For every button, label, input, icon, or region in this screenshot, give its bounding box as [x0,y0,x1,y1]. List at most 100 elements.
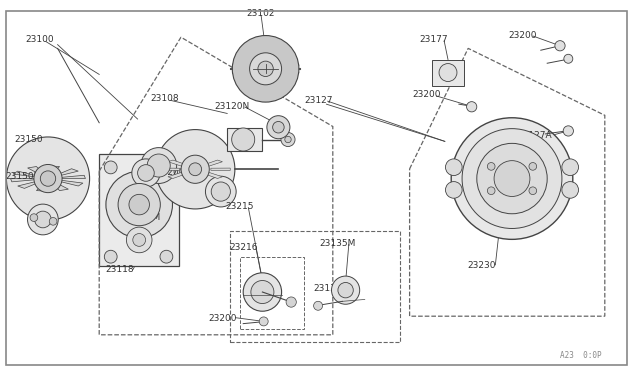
Ellipse shape [138,165,154,181]
Ellipse shape [555,41,565,51]
Ellipse shape [243,273,282,311]
Ellipse shape [273,122,284,133]
Bar [230,231,400,342]
Ellipse shape [529,187,536,195]
Text: 23200: 23200 [509,31,538,40]
Text: 23200: 23200 [413,90,442,99]
Polygon shape [211,168,230,170]
Ellipse shape [232,36,299,102]
Ellipse shape [160,250,173,263]
Text: 23120N: 23120N [214,102,250,110]
Polygon shape [57,169,78,176]
Polygon shape [52,183,68,190]
Ellipse shape [286,297,296,307]
Ellipse shape [181,155,209,183]
Ellipse shape [314,301,323,310]
Text: 23102: 23102 [246,9,275,17]
Ellipse shape [267,116,290,139]
Ellipse shape [156,129,235,209]
Text: 23135M: 23135M [319,239,356,248]
Ellipse shape [494,161,530,196]
Ellipse shape [250,53,282,85]
Polygon shape [168,172,186,179]
Polygon shape [160,168,179,170]
Ellipse shape [285,136,291,143]
Ellipse shape [488,187,495,195]
Text: 23200: 23200 [157,169,186,177]
Ellipse shape [562,182,579,198]
Ellipse shape [189,163,202,176]
Ellipse shape [133,234,146,246]
Ellipse shape [251,280,274,304]
Text: 23127A: 23127A [517,131,552,140]
Text: 23177: 23177 [419,35,448,44]
Polygon shape [13,171,36,177]
Ellipse shape [451,118,573,239]
Polygon shape [192,157,198,164]
Ellipse shape [258,61,273,77]
Ellipse shape [30,214,38,221]
Text: 23133: 23133 [314,284,342,293]
Ellipse shape [332,276,360,304]
Polygon shape [61,175,86,179]
Ellipse shape [562,159,579,176]
Ellipse shape [40,171,56,186]
Text: 23120M: 23120M [125,213,161,222]
Text: 23200: 23200 [208,314,237,323]
Polygon shape [192,174,198,181]
Ellipse shape [259,317,268,326]
Ellipse shape [232,128,255,151]
Bar [99,154,179,266]
Ellipse shape [462,129,562,228]
Ellipse shape [147,154,170,177]
Ellipse shape [35,211,51,228]
Polygon shape [168,160,186,166]
Ellipse shape [141,148,177,183]
Ellipse shape [439,64,457,81]
Polygon shape [36,183,47,191]
Ellipse shape [563,126,573,136]
Ellipse shape [132,159,160,187]
Polygon shape [204,160,223,166]
Ellipse shape [445,182,462,198]
Polygon shape [28,167,44,174]
Ellipse shape [106,171,173,238]
Ellipse shape [160,161,173,174]
Ellipse shape [205,176,236,207]
Bar [227,128,262,151]
Text: 23230: 23230 [467,262,496,270]
Text: A23  0:0P: A23 0:0P [560,351,602,360]
Ellipse shape [467,102,477,112]
Ellipse shape [118,183,160,226]
Ellipse shape [34,164,62,193]
Text: 23127: 23127 [304,96,333,105]
Ellipse shape [127,227,152,253]
Ellipse shape [445,159,462,176]
Ellipse shape [104,250,117,263]
Polygon shape [10,179,35,182]
Polygon shape [18,182,39,188]
Bar [432,60,464,86]
Polygon shape [60,180,83,186]
Text: 23150B: 23150B [5,172,40,181]
Ellipse shape [338,282,353,298]
Text: 23216: 23216 [229,243,258,252]
Polygon shape [204,172,223,179]
Ellipse shape [104,161,117,174]
Ellipse shape [211,182,230,201]
Ellipse shape [564,54,573,63]
Text: 23150: 23150 [14,135,43,144]
Ellipse shape [477,143,547,214]
Text: 23108: 23108 [150,94,179,103]
Bar [240,257,304,329]
Ellipse shape [28,204,58,235]
Text: 23100: 23100 [26,35,54,44]
Text: 23118: 23118 [106,265,134,274]
Ellipse shape [129,194,150,215]
Ellipse shape [49,218,57,225]
Polygon shape [49,166,60,174]
Ellipse shape [529,163,536,170]
Text: 23215: 23215 [225,202,254,211]
Ellipse shape [281,132,295,147]
Ellipse shape [488,163,495,170]
